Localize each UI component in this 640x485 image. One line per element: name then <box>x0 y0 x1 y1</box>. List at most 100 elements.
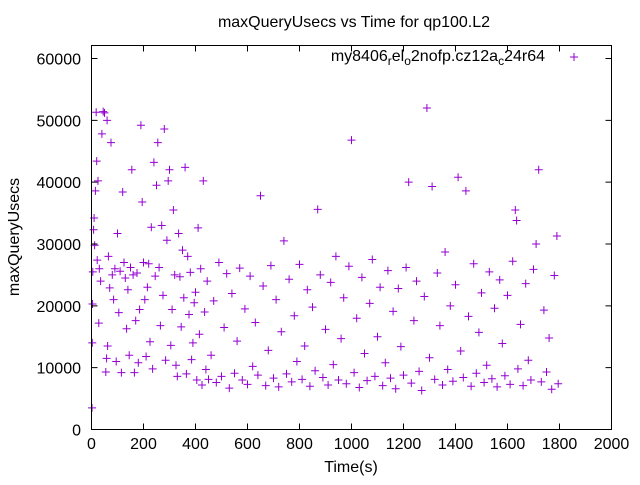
data-point <box>512 216 521 225</box>
data-point <box>383 266 392 275</box>
data-point <box>134 358 143 367</box>
data-point <box>363 376 372 385</box>
data-point <box>246 272 255 281</box>
data-point <box>433 269 442 278</box>
data-point <box>519 381 528 390</box>
data-point <box>490 304 499 313</box>
data-point <box>337 334 346 343</box>
data-point <box>498 339 507 348</box>
y-tick-label: 40000 <box>37 175 82 192</box>
data-point <box>95 264 104 273</box>
data-point <box>415 367 424 376</box>
data-point <box>459 373 468 382</box>
y-tick-label: 60000 <box>37 51 82 68</box>
data-point <box>148 364 157 373</box>
data-point <box>485 267 494 276</box>
data-point <box>474 328 483 337</box>
data-point <box>529 265 538 274</box>
data-point <box>207 351 216 360</box>
data-point <box>407 379 416 388</box>
data-point <box>480 378 489 387</box>
data-point <box>404 178 413 187</box>
data-point <box>142 352 151 361</box>
data-point <box>365 299 374 308</box>
data-point <box>508 257 517 266</box>
data-point <box>227 289 236 298</box>
data-point <box>191 288 200 297</box>
data-point <box>290 311 299 320</box>
data-point <box>355 383 364 392</box>
y-tick-label: 50000 <box>37 113 82 130</box>
data-point <box>94 176 102 185</box>
data-point <box>188 338 197 347</box>
data-point <box>139 258 148 267</box>
y-axis-label: maxQueryUsecs <box>6 178 23 296</box>
data-point <box>396 342 405 351</box>
data-point <box>464 312 473 321</box>
data-point <box>165 165 174 174</box>
data-point <box>526 376 535 385</box>
data-point <box>99 107 108 116</box>
data-point <box>524 356 533 365</box>
x-tick-label: 1200 <box>386 436 422 453</box>
legend-label: my8406relo2nofp.cz12ac24r64 <box>331 48 545 68</box>
data-point <box>155 263 164 272</box>
data-point <box>422 103 431 112</box>
chart-title: maxQueryUsecs vs Time for qp100.L2 <box>218 14 490 31</box>
data-point <box>305 382 314 391</box>
data-point <box>201 365 210 374</box>
data-point <box>200 308 209 317</box>
data-point <box>152 181 161 190</box>
data-point <box>298 375 307 384</box>
data-point <box>303 285 312 294</box>
data-point <box>105 283 114 292</box>
data-point <box>417 386 426 395</box>
data-point <box>373 332 382 341</box>
data-point <box>360 349 369 358</box>
data-point <box>194 223 203 232</box>
x-axis-label: Time(s) <box>324 459 378 476</box>
data-point <box>172 361 180 370</box>
data-point <box>292 357 301 366</box>
data-point <box>256 191 265 200</box>
data-point <box>238 376 247 385</box>
x-tick-label: 800 <box>286 436 313 453</box>
data-point <box>177 322 186 331</box>
data-point <box>179 293 188 302</box>
data-point <box>117 368 126 377</box>
data-point <box>266 261 275 270</box>
x-tick-label: 2000 <box>594 436 630 453</box>
data-point <box>339 293 348 302</box>
data-point <box>103 116 112 125</box>
data-point <box>88 403 97 412</box>
data-point <box>149 158 158 167</box>
data-point <box>282 369 291 378</box>
data-point <box>285 275 294 284</box>
legend: my8406relo2nofp.cz12ac24r64 <box>331 48 578 68</box>
data-point <box>461 186 470 195</box>
data-point <box>190 298 199 307</box>
data-point <box>209 296 218 305</box>
data-point <box>212 378 221 387</box>
data-point <box>451 280 460 289</box>
data-point <box>370 372 379 381</box>
data-point <box>169 205 178 214</box>
data-point <box>156 321 165 330</box>
data-point <box>195 330 204 339</box>
data-point <box>96 277 105 286</box>
data-point <box>503 291 512 300</box>
data-point <box>342 379 351 388</box>
x-tick-label: 400 <box>182 436 209 453</box>
data-point <box>420 292 429 301</box>
data-point <box>185 310 193 319</box>
data-points <box>88 103 563 412</box>
data-point <box>166 341 175 350</box>
data-point <box>324 380 333 389</box>
data-point <box>94 319 103 328</box>
data-point <box>140 295 149 304</box>
data-point <box>441 248 450 257</box>
data-point <box>225 384 234 393</box>
data-point <box>129 270 138 279</box>
data-point <box>183 252 192 261</box>
